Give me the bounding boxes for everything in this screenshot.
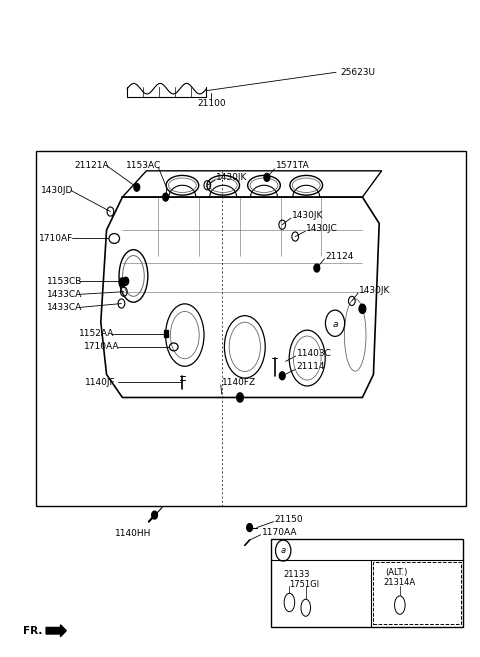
Text: 1152AA: 1152AA <box>79 329 115 338</box>
Bar <box>271 539 463 627</box>
Text: 21114: 21114 <box>297 362 325 371</box>
Text: 1140FZ: 1140FZ <box>222 378 256 387</box>
Text: 1430JC: 1430JC <box>306 224 338 233</box>
Circle shape <box>247 524 252 532</box>
Circle shape <box>359 304 366 313</box>
Circle shape <box>314 264 320 272</box>
Circle shape <box>152 511 157 519</box>
Bar <box>36 151 466 506</box>
Circle shape <box>123 277 129 285</box>
Circle shape <box>134 183 140 191</box>
Text: FR.: FR. <box>23 625 42 636</box>
Text: (ALT.): (ALT.) <box>385 568 408 578</box>
Circle shape <box>163 193 168 201</box>
Text: 1153AC: 1153AC <box>126 161 161 170</box>
Text: 1430JK: 1430JK <box>292 211 323 220</box>
Text: 21150: 21150 <box>275 514 303 524</box>
Text: 21133: 21133 <box>283 570 310 579</box>
Text: 1571TA: 1571TA <box>276 161 309 170</box>
Circle shape <box>119 278 126 287</box>
Text: 1430JD: 1430JD <box>41 186 73 195</box>
Text: 21121A: 21121A <box>74 161 109 170</box>
Text: 1430JK: 1430JK <box>359 286 390 295</box>
Bar <box>373 562 461 624</box>
Circle shape <box>279 372 285 380</box>
Text: 21100: 21100 <box>197 99 226 108</box>
Text: 1710AF: 1710AF <box>39 234 73 243</box>
Text: 1153CB: 1153CB <box>47 277 83 286</box>
Text: a: a <box>332 320 338 329</box>
Text: 1140HH: 1140HH <box>115 529 152 538</box>
Text: 1430JK: 1430JK <box>216 173 247 182</box>
Text: 21124: 21124 <box>325 252 354 261</box>
Text: a: a <box>281 546 286 555</box>
Circle shape <box>237 393 243 402</box>
Text: 1433CA: 1433CA <box>47 303 82 312</box>
Text: 25623U: 25623U <box>341 68 376 77</box>
Text: 1433CA: 1433CA <box>47 290 82 299</box>
Text: 11403C: 11403C <box>297 349 332 358</box>
Text: 1751GI: 1751GI <box>289 580 320 589</box>
Text: 1170AA: 1170AA <box>262 528 297 537</box>
Text: 1710AA: 1710AA <box>84 342 120 351</box>
Text: 1140JF: 1140JF <box>85 378 116 387</box>
Bar <box>164 330 168 337</box>
Circle shape <box>264 173 270 181</box>
FancyArrow shape <box>46 625 66 637</box>
Text: 21314A: 21314A <box>383 578 415 587</box>
